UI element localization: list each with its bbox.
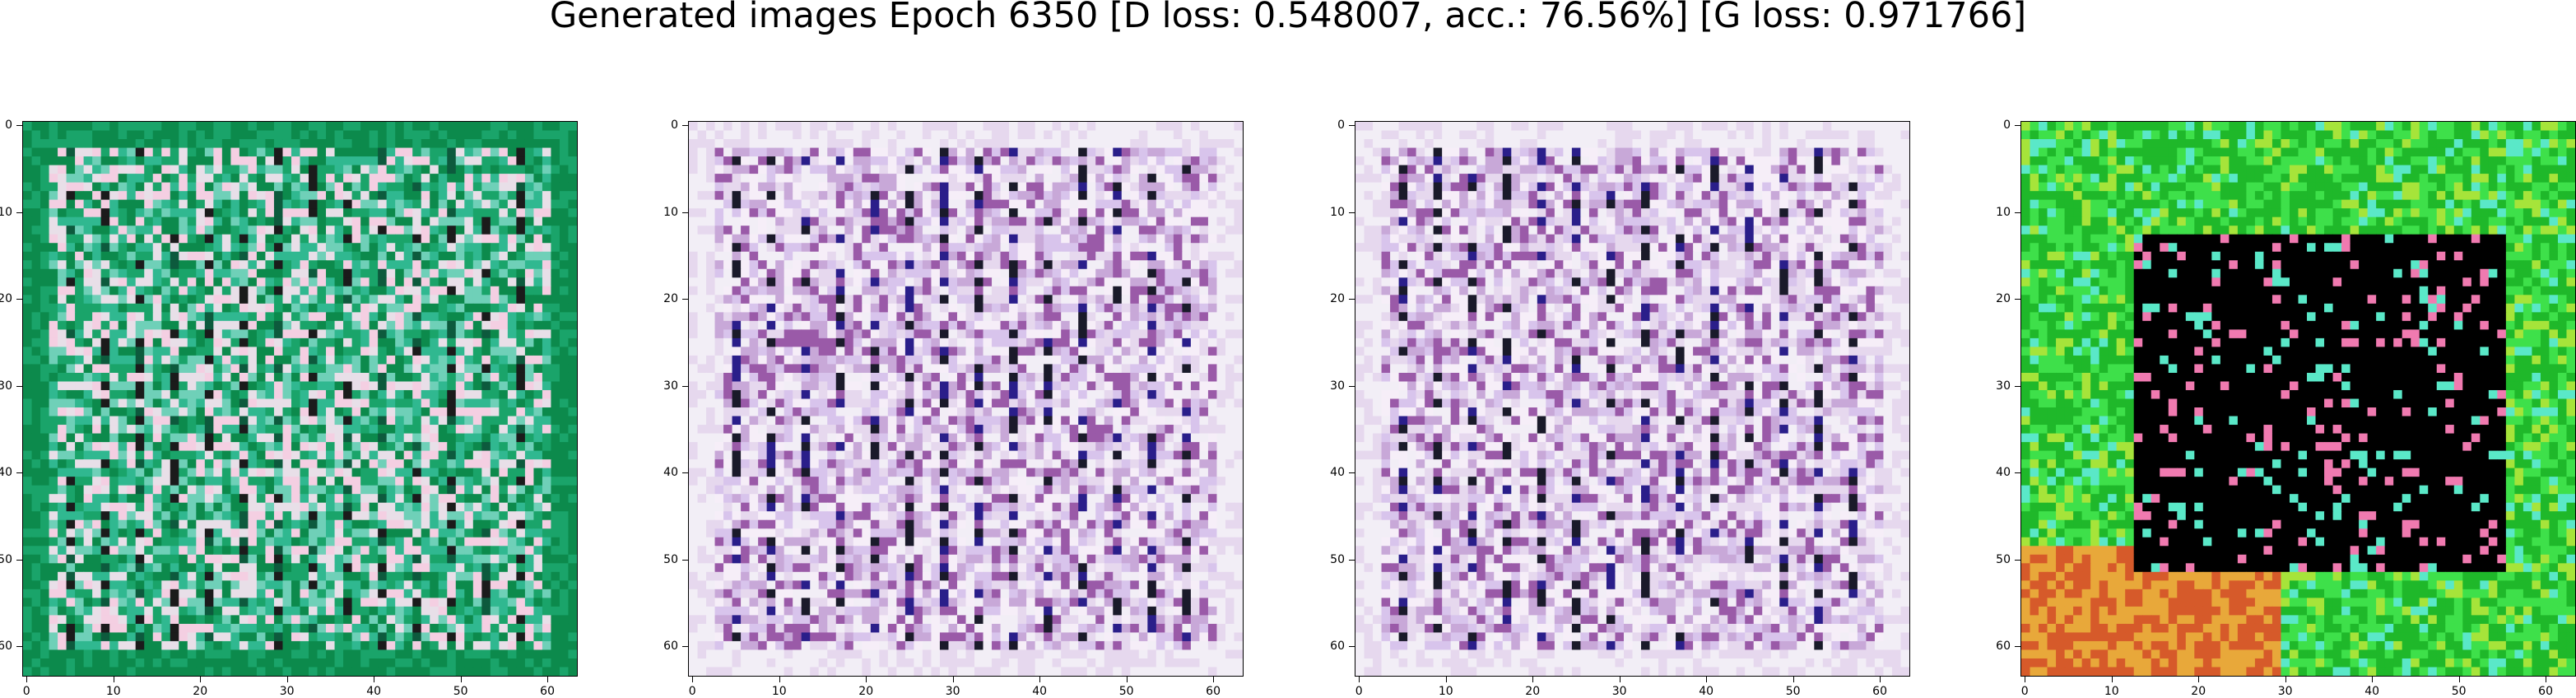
- x-tick-mark: [547, 677, 548, 682]
- y-tick-label: 50: [0, 554, 12, 565]
- x-tick-mark: [1127, 677, 1128, 682]
- image-frame: [688, 121, 1244, 677]
- y-tick-mark: [16, 299, 22, 300]
- x-tick-mark: [779, 677, 780, 682]
- y-tick-mark: [16, 125, 22, 126]
- x-tick-mark: [461, 677, 462, 682]
- y-tick-label: 20: [1320, 293, 1345, 305]
- y-tick-mark: [2015, 646, 2020, 647]
- y-tick-mark: [682, 560, 688, 561]
- x-tick-mark: [2285, 677, 2286, 682]
- y-tick-mark: [1349, 646, 1355, 647]
- y-tick-mark: [1349, 386, 1355, 387]
- y-tick-mark: [16, 560, 22, 561]
- y-tick-label: 10: [0, 207, 12, 218]
- y-tick-mark: [2015, 472, 2020, 473]
- y-tick-mark: [1349, 212, 1355, 213]
- y-tick-mark: [1349, 472, 1355, 473]
- y-tick-label: 40: [1986, 467, 2011, 478]
- y-tick-mark: [16, 212, 22, 213]
- y-tick-mark: [682, 299, 688, 300]
- generated-image-pixels: [2021, 122, 2575, 676]
- y-tick-label: 20: [1986, 293, 2011, 305]
- image-frame: [2020, 121, 2576, 677]
- y-tick-label: 30: [1320, 380, 1345, 392]
- generated-image-pixels: [23, 122, 577, 676]
- x-tick-mark: [287, 677, 288, 682]
- y-tick-label: 0: [1986, 119, 2011, 131]
- x-tick-mark: [1446, 677, 1447, 682]
- y-tick-mark: [682, 125, 688, 126]
- generated-image-pixels: [1355, 122, 1909, 676]
- x-tick-mark: [1213, 677, 1214, 682]
- y-tick-label: 30: [0, 380, 12, 392]
- y-tick-mark: [1349, 560, 1355, 561]
- y-tick-label: 60: [653, 640, 678, 652]
- x-tick-mark: [1039, 677, 1040, 682]
- x-tick-mark: [1359, 677, 1360, 682]
- x-tick-mark: [953, 677, 954, 682]
- y-tick-mark: [2015, 560, 2020, 561]
- x-tick-mark: [1880, 677, 1881, 682]
- y-tick-label: 40: [1320, 467, 1345, 478]
- x-tick-mark: [1706, 677, 1707, 682]
- y-tick-label: 30: [1986, 380, 2011, 392]
- x-tick-mark: [26, 677, 27, 682]
- x-tick-mark: [2112, 677, 2113, 682]
- y-tick-label: 60: [1320, 640, 1345, 652]
- x-tick-mark: [2198, 677, 2199, 682]
- y-tick-label: 40: [0, 467, 12, 478]
- x-tick-mark: [692, 677, 693, 682]
- y-tick-mark: [2015, 212, 2020, 213]
- x-tick-mark: [2459, 677, 2460, 682]
- image-frame: [22, 121, 578, 677]
- y-tick-mark: [1349, 125, 1355, 126]
- y-tick-mark: [2015, 299, 2020, 300]
- generated-image-pixels: [689, 122, 1243, 676]
- x-tick-mark: [200, 677, 201, 682]
- y-tick-mark: [682, 646, 688, 647]
- y-tick-mark: [2015, 386, 2020, 387]
- y-tick-mark: [682, 472, 688, 473]
- y-tick-mark: [16, 386, 22, 387]
- y-tick-label: 20: [0, 293, 12, 305]
- y-tick-label: 50: [1320, 554, 1345, 565]
- y-tick-label: 40: [653, 467, 678, 478]
- y-tick-label: 50: [1986, 554, 2011, 565]
- x-tick-mark: [2372, 677, 2373, 682]
- x-tick-mark: [866, 677, 867, 682]
- y-tick-mark: [16, 472, 22, 473]
- y-tick-mark: [682, 212, 688, 213]
- y-tick-label: 0: [1320, 119, 1345, 131]
- x-tick-mark: [1532, 677, 1533, 682]
- figure-title: Generated images Epoch 6350 [D loss: 0.5…: [0, 0, 2576, 49]
- y-tick-mark: [16, 646, 22, 647]
- y-tick-mark: [682, 386, 688, 387]
- y-tick-label: 10: [1320, 207, 1345, 218]
- y-tick-label: 30: [653, 380, 678, 392]
- y-tick-label: 10: [1986, 207, 2011, 218]
- y-tick-label: 60: [1986, 640, 2011, 652]
- y-tick-mark: [1349, 299, 1355, 300]
- image-frame: [1355, 121, 1910, 677]
- y-tick-label: 10: [653, 207, 678, 218]
- y-tick-mark: [2015, 125, 2020, 126]
- y-tick-label: 20: [653, 293, 678, 305]
- y-tick-label: 60: [0, 640, 12, 652]
- y-tick-label: 0: [653, 119, 678, 131]
- x-tick-mark: [1793, 677, 1794, 682]
- y-tick-label: 0: [0, 119, 12, 131]
- y-tick-label: 50: [653, 554, 678, 565]
